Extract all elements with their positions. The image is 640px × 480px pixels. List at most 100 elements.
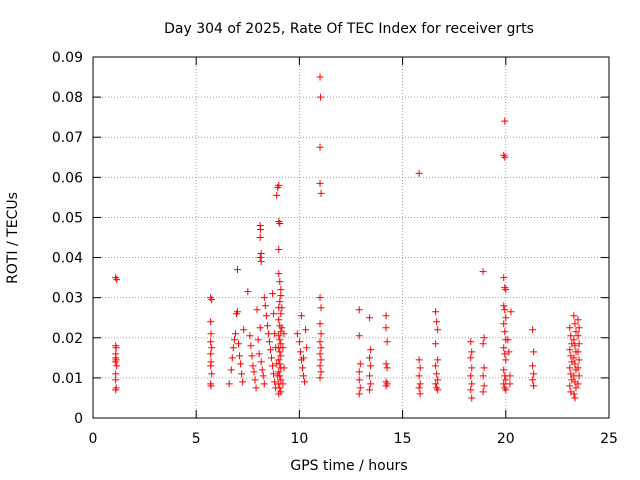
data-point (502, 356, 510, 364)
data-point (433, 318, 441, 326)
data-point (113, 362, 121, 370)
data-point (570, 390, 578, 398)
data-point (416, 390, 424, 398)
data-point (257, 258, 265, 266)
data-point (571, 360, 579, 368)
data-point (415, 169, 423, 177)
data-point (502, 314, 510, 322)
data-point (468, 380, 476, 388)
data-point (382, 360, 390, 368)
y-tick-label: 0 (74, 411, 83, 427)
data-point (382, 324, 390, 332)
data-point (207, 350, 215, 358)
data-point (479, 340, 487, 348)
y-tick-label: 0.01 (52, 371, 83, 387)
data-point (255, 350, 263, 358)
data-point (570, 336, 578, 344)
x-tick-label: 0 (89, 431, 98, 447)
data-point (260, 380, 268, 388)
data-point (316, 73, 324, 81)
data-point (236, 352, 244, 360)
data-point (480, 382, 488, 390)
data-point (506, 372, 514, 380)
data-point (574, 316, 582, 324)
data-point (575, 356, 583, 364)
data-point (575, 372, 583, 380)
data-point (432, 380, 440, 388)
data-point (256, 234, 264, 241)
data-point (366, 314, 374, 322)
data-point (506, 380, 514, 388)
x-axis-label: GPS time / hours (290, 458, 407, 474)
data-point (265, 338, 273, 346)
data-point (251, 376, 259, 384)
data-point (479, 372, 487, 380)
data-point (500, 344, 508, 352)
x-tick-label: 25 (600, 431, 618, 447)
data-point (567, 332, 575, 340)
y-tick-label: 0.02 (52, 331, 83, 347)
data-point (277, 310, 285, 318)
data-point (275, 270, 283, 278)
data-point (277, 340, 285, 348)
data-point (505, 348, 513, 356)
data-point (480, 364, 488, 372)
data-point (500, 302, 508, 310)
data-point (355, 390, 363, 398)
data-point (500, 274, 508, 282)
data-point (570, 312, 578, 320)
data-point (257, 250, 265, 258)
data-point (367, 380, 375, 388)
data-point (366, 386, 374, 394)
data-point (432, 362, 440, 370)
data-point (261, 302, 269, 310)
data-point (268, 354, 276, 362)
data-point (269, 290, 277, 298)
data-point (276, 360, 284, 368)
data-point (355, 376, 363, 384)
data-point (277, 376, 285, 384)
data-point (264, 330, 272, 338)
data-point (575, 340, 583, 348)
data-point (276, 278, 284, 286)
data-point (504, 336, 512, 344)
data-point (227, 366, 235, 374)
data-point (229, 344, 237, 352)
data-point (208, 344, 216, 352)
data-point (500, 320, 508, 328)
data-point (566, 382, 574, 390)
data-point (279, 344, 287, 352)
data-point (383, 338, 391, 346)
data-point (233, 308, 241, 316)
data-point (502, 286, 510, 294)
data-point (355, 368, 363, 376)
data-point (237, 360, 245, 368)
data-point (275, 332, 283, 340)
data-point (276, 384, 284, 392)
data-point (207, 362, 215, 370)
data-point (254, 336, 262, 344)
data-point (207, 318, 215, 326)
data-point (277, 292, 285, 300)
data-point (434, 356, 442, 364)
data-point (468, 364, 476, 372)
data-point (111, 358, 119, 366)
data-point (434, 326, 442, 334)
data-point (415, 356, 423, 364)
data-point (295, 338, 303, 346)
data-point (434, 386, 442, 394)
x-tick-label: 10 (290, 431, 308, 447)
data-point (239, 378, 247, 386)
data-point (416, 364, 424, 372)
data-point (276, 219, 284, 227)
data-point (317, 330, 325, 338)
data-point (112, 386, 120, 394)
data-point (275, 368, 283, 376)
data-point (244, 288, 252, 296)
data-point (112, 370, 120, 378)
data-point (257, 225, 265, 233)
data-point (574, 364, 582, 372)
data-point (575, 324, 583, 332)
data-point (570, 354, 578, 362)
